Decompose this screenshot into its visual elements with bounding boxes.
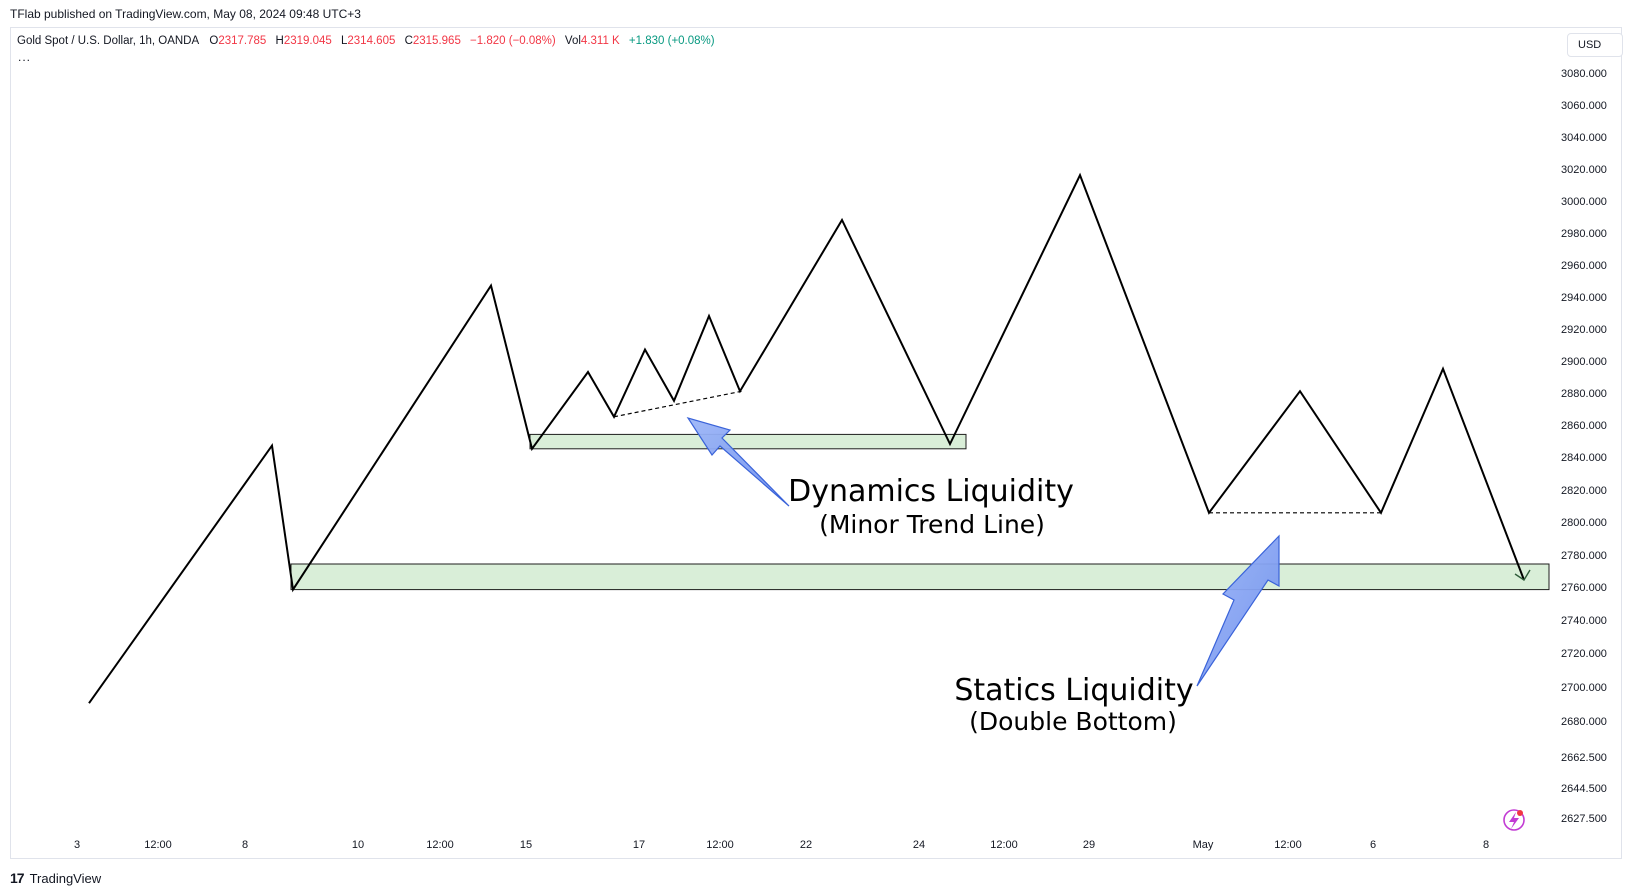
dynamics-arrow (686, 416, 790, 507)
price-line-end-marker (1514, 569, 1531, 581)
y-tick-label: 2820.000 (1561, 485, 1607, 497)
legend-more-button[interactable]: ... (18, 50, 32, 64)
y-tick-label: 2627.500 (1561, 813, 1607, 825)
volume-change: +1.830 (+0.08%) (628, 35, 715, 47)
x-tick-label: 12:00 (1274, 839, 1302, 851)
statics-arrow (1196, 534, 1280, 687)
statics-liquidity-subtitle: (Double Bottom) (969, 707, 1177, 736)
liquidity-zone (290, 563, 1550, 591)
y-tick-label: 2960.000 (1561, 260, 1607, 272)
y-tick-label: 2860.000 (1561, 420, 1607, 432)
x-tick-label: 12:00 (706, 839, 734, 851)
high-label: H (275, 35, 284, 47)
y-tick-label: 2760.000 (1561, 582, 1607, 594)
dashed-trend-line (613, 390, 743, 418)
y-tick-label: 2800.000 (1561, 517, 1607, 529)
y-tick-label: 2662.500 (1561, 752, 1607, 764)
y-tick-label: 3000.000 (1561, 196, 1607, 208)
y-tick-label: 3060.000 (1561, 100, 1607, 112)
currency-button[interactable]: USD (1567, 33, 1623, 57)
x-tick-label: 10 (352, 839, 364, 851)
y-tick-label: 2920.000 (1561, 324, 1607, 336)
symbol-name[interactable]: Gold Spot / U.S. Dollar, 1h, OANDA (17, 35, 200, 47)
x-tick-label: 3 (74, 839, 80, 851)
open-label: O (209, 35, 219, 47)
low-value: 2314.605 (347, 35, 396, 47)
change-value: −1.820 (−0.08%) (470, 35, 556, 47)
y-tick-label: 2840.000 (1561, 452, 1607, 464)
x-tick-label: May (1193, 839, 1214, 851)
y-tick-label: 2680.000 (1561, 716, 1607, 728)
x-tick-label: 8 (242, 839, 248, 851)
x-tick-label: 29 (1083, 839, 1095, 851)
y-tick-label: 2740.000 (1561, 615, 1607, 627)
y-tick-label: 2980.000 (1561, 228, 1607, 240)
y-tick-label: 2900.000 (1561, 356, 1607, 368)
statics-liquidity-title: Statics Liquidity (954, 673, 1193, 708)
y-tick-label: 2700.000 (1561, 682, 1607, 694)
symbol-legend: Gold Spot / U.S. Dollar, 1h, OANDA O2317… (17, 35, 721, 47)
lightning-icon[interactable] (1503, 809, 1525, 831)
x-tick-label: 24 (913, 839, 925, 851)
x-tick-label: 17 (633, 839, 645, 851)
y-tick-label: 2720.000 (1561, 648, 1607, 660)
x-tick-label: 8 (1483, 839, 1489, 851)
open-value: 2317.785 (218, 35, 267, 47)
liquidity-zone (529, 433, 967, 450)
y-tick-label: 3080.000 (1561, 68, 1607, 80)
x-tick-label: 15 (520, 839, 532, 851)
close-label: C (404, 35, 413, 47)
dynamics-liquidity-subtitle: (Minor Trend Line) (819, 510, 1045, 539)
x-tick-label: 12:00 (426, 839, 454, 851)
chart-frame (10, 27, 1622, 859)
x-tick-label: 6 (1370, 839, 1376, 851)
y-tick-label: 2780.000 (1561, 550, 1607, 562)
x-tick-label: 12:00 (990, 839, 1018, 851)
volume-value: 4.311 K (580, 35, 620, 47)
tradingview-brand: TradingView (29, 870, 102, 886)
close-value: 2315.965 (412, 35, 461, 47)
y-tick-label: 2644.500 (1561, 783, 1607, 795)
high-value: 2319.045 (283, 35, 332, 47)
y-tick-label: 2880.000 (1561, 388, 1607, 400)
price-line (88, 172, 1525, 704)
footer-branding: 17 TradingView (10, 870, 101, 886)
tradingview-logo-icon: 17 (10, 870, 25, 886)
y-tick-label: 3020.000 (1561, 164, 1607, 176)
y-tick-label: 2940.000 (1561, 292, 1607, 304)
x-tick-label: 22 (800, 839, 812, 851)
y-tick-label: 3040.000 (1561, 132, 1607, 144)
low-label: L (340, 35, 348, 47)
publisher-line: TFlab published on TradingView.com, May … (10, 7, 361, 21)
dynamics-liquidity-title: Dynamics Liquidity (788, 474, 1074, 509)
x-tick-label: 12:00 (144, 839, 172, 851)
volume-label: Vol (564, 35, 581, 47)
